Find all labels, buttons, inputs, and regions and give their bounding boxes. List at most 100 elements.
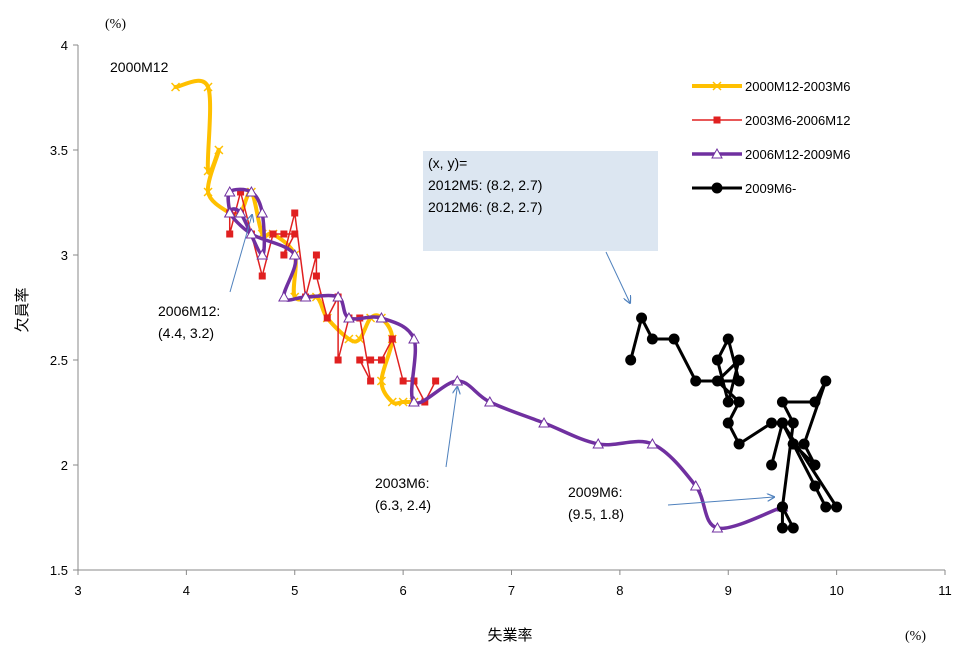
data-point [343,311,355,323]
data-point [388,335,396,343]
data-point [256,248,269,260]
data-point [668,333,680,345]
data-point [733,396,745,408]
data-point [203,166,213,176]
data-point [483,395,496,407]
data-point [223,185,236,197]
legend: 2000M12-2003M6 2003M6-2006M12 2006M12-2009… [692,79,851,196]
data-point [733,354,745,366]
y-axis-unit: (%) [105,17,126,32]
legend-item: 2009M6- [692,181,796,196]
label-2000m12: 2000M12 [110,59,169,75]
data-point [344,334,354,344]
series-layer [171,78,843,534]
label-2009m6: 2009M6: (9.5, 1.8) [568,484,774,522]
x-tick-label: 4 [183,583,190,598]
data-point [592,437,605,449]
chart-axes: 1.5 2 2.5 3 3.5 4 3 4 5 6 7 8 9 10 11 [50,38,952,598]
data-point [203,187,213,197]
data-point [223,206,236,218]
data-point [711,375,723,387]
data-point [278,290,290,302]
legend-item: 2003M6-2006M12 [692,113,851,128]
data-point [203,82,213,92]
data-point [809,480,821,492]
data-point [646,333,658,345]
annotation-text: 2003M6: [375,475,429,491]
y-tick-label: 3.5 [50,143,68,158]
annotation-text: (9.5, 1.8) [568,506,624,522]
data-point [256,206,269,218]
legend-label: 2003M6-2006M12 [745,113,851,128]
annotation-text: 2006M12: [158,303,220,319]
data-point [237,188,245,196]
data-point [332,290,344,302]
data-point [636,312,648,324]
annotation-box [423,151,658,251]
series-2006M12-2009M6 [223,185,789,533]
data-point [334,356,342,364]
annotation-text: 2012M5: (8.2, 2.7) [428,177,542,193]
data-point [711,521,724,533]
x-tick-label: 3 [74,583,81,598]
x-tick-label: 7 [508,583,515,598]
legend-item: 2000M12-2003M6 [692,79,851,94]
data-point [398,397,408,407]
x-tick-label: 8 [616,583,623,598]
y-axis-title: 欠員率 [14,287,31,332]
label-2012: (x, y)= 2012M5: (8.2, 2.7) 2012M6: (8.2, 2… [423,151,658,303]
data-point [766,417,778,429]
data-point [312,251,320,259]
data-point [451,374,464,386]
y-tick-label: 1.5 [50,563,68,578]
data-point [690,375,702,387]
annotation-text: 2012M6: (8.2, 2.7) [428,199,542,215]
legend-item: 2006M12-2009M6 [692,147,851,162]
legend-label: 2000M12-2003M6 [745,79,851,94]
x-axis-title: 失業率 [487,627,532,644]
legend-swatch-marker [713,116,721,124]
data-point [280,251,288,259]
x-tick-label: 9 [725,583,732,598]
data-point [776,522,788,534]
data-point [291,209,299,217]
data-point [387,397,397,407]
data-point [171,82,181,92]
data-point [722,396,734,408]
data-point [234,206,247,218]
data-point [820,501,832,513]
annotation-text: 2000M12 [110,59,169,75]
y-tick-label: 3 [61,248,68,263]
annotation-arrow [229,215,252,293]
data-point [323,314,331,322]
annotation-text: (4.4, 3.2) [158,325,214,341]
x-tick-label: 11 [938,583,952,598]
data-point [399,377,407,385]
x-tick-label: 6 [400,583,407,598]
series-2009M6- [625,312,843,534]
annotation-text: (6.3, 2.4) [375,497,431,513]
legend-swatch-marker [711,182,723,194]
data-point [538,416,550,428]
x-axis-unit: (%) [905,629,926,644]
legend-swatch-marker [711,147,723,159]
series-line [173,78,416,406]
data-point [367,377,375,385]
data-point [689,479,702,491]
data-point [367,356,375,364]
data-point [787,417,799,429]
data-point [646,437,659,449]
data-point [820,375,832,387]
annotation-arrow [667,497,774,506]
data-point [733,438,745,450]
data-point [299,290,312,302]
data-point [258,272,266,280]
data-point [245,227,258,239]
data-point [312,272,320,280]
data-point [375,311,388,323]
annotation-text: (x, y)= [428,155,467,171]
data-point [787,522,799,534]
data-point [245,185,258,197]
label-2006m12: 2006M12: (4.4, 3.2) [158,215,252,341]
